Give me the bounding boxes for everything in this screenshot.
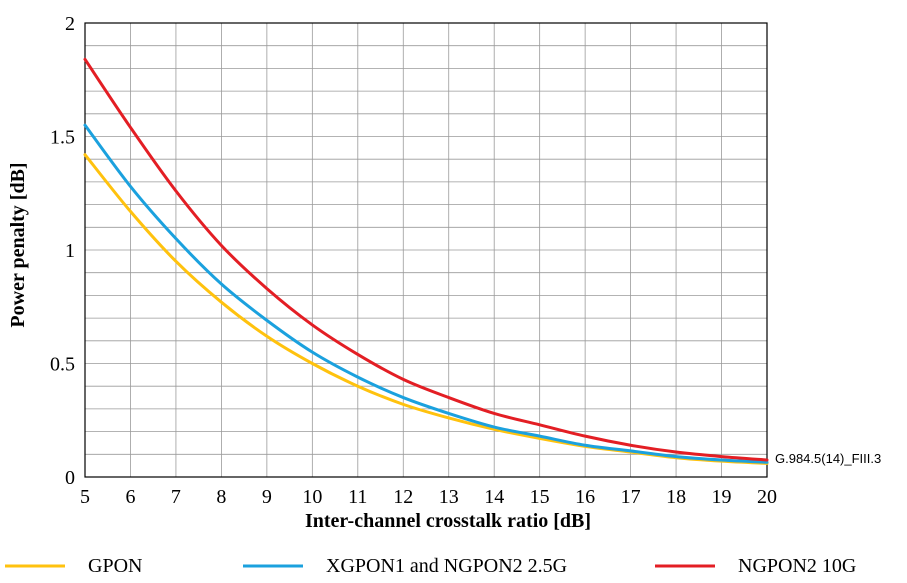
chart-grid	[84, 22, 768, 478]
x-tick-label: 12	[393, 486, 413, 508]
y-tick-label: 0	[65, 467, 75, 489]
y-tick-label: 1.5	[50, 127, 75, 149]
series-line-ngpon2-10g	[83, 57, 769, 462]
figure-id: G.984.5(14)_FIII.3	[775, 451, 881, 466]
x-tick-label: 15	[530, 486, 550, 508]
series-line-gpon	[83, 153, 769, 465]
x-tick-label: 18	[666, 486, 686, 508]
x-tick-label: 14	[484, 486, 504, 508]
x-tick-label: 7	[171, 486, 181, 508]
x-axis-title: Inter-channel crosstalk ratio [dB]	[305, 510, 591, 532]
x-tick-label: 13	[439, 486, 459, 508]
y-axis-title: Power penalty [dB]	[7, 162, 29, 327]
x-tick-label: 16	[575, 486, 595, 508]
y-tick-labels: 0 0.5 1 1.5 2	[50, 13, 75, 489]
x-tick-label: 11	[348, 486, 367, 508]
y-tick-label: 2	[65, 13, 75, 35]
y-tick-label: 0.5	[50, 354, 75, 376]
x-tick-label: 10	[302, 486, 322, 508]
x-tick-label: 19	[712, 486, 732, 508]
plot-frame	[84, 22, 768, 478]
legend-label-xgpon1-and-ngpon2-2-5g: XGPON1 and NGPON2 2.5G	[326, 555, 567, 577]
legend-label-ngpon2-10g: NGPON2 10G	[738, 555, 856, 577]
legend-label-gpon: GPON	[88, 555, 142, 577]
x-tick-labels: 5 6 7 8 9 10 11 12 13 14 15 16 17 18 19 20	[80, 486, 777, 508]
y-tick-label: 1	[65, 240, 75, 262]
x-tick-label: 6	[125, 486, 135, 508]
x-tick-label: 17	[621, 486, 641, 508]
x-tick-label: 5	[80, 486, 90, 508]
series-line-xgpon1-and-ngpon2-2-5g	[83, 123, 769, 464]
series-layer	[83, 57, 769, 465]
x-tick-label: 9	[262, 486, 272, 508]
legend: GPON XGPON1 and NGPON2 2.5G NGPON2 10G	[5, 555, 856, 577]
x-tick-label: 20	[757, 486, 777, 508]
x-tick-label: 8	[216, 486, 226, 508]
